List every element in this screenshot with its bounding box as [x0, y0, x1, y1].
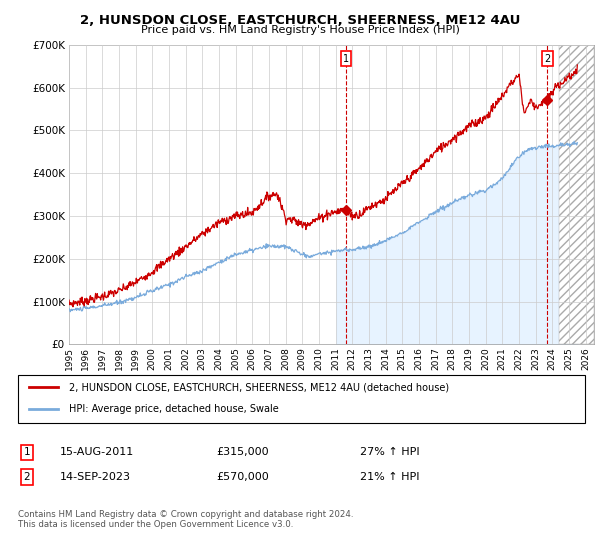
Text: 2, HUNSDON CLOSE, EASTCHURCH, SHEERNESS, ME12 4AU (detached house): 2, HUNSDON CLOSE, EASTCHURCH, SHEERNESS,… — [69, 382, 449, 392]
Text: 21% ↑ HPI: 21% ↑ HPI — [360, 472, 419, 482]
Text: 1: 1 — [23, 447, 31, 458]
Text: Price paid vs. HM Land Registry's House Price Index (HPI): Price paid vs. HM Land Registry's House … — [140, 25, 460, 35]
Text: Contains HM Land Registry data © Crown copyright and database right 2024.
This d: Contains HM Land Registry data © Crown c… — [18, 510, 353, 529]
Text: 15-AUG-2011: 15-AUG-2011 — [60, 447, 134, 458]
Text: 2: 2 — [23, 472, 31, 482]
Text: 14-SEP-2023: 14-SEP-2023 — [60, 472, 131, 482]
Text: 2, HUNSDON CLOSE, EASTCHURCH, SHEERNESS, ME12 4AU: 2, HUNSDON CLOSE, EASTCHURCH, SHEERNESS,… — [80, 14, 520, 27]
Text: 27% ↑ HPI: 27% ↑ HPI — [360, 447, 419, 458]
Text: HPI: Average price, detached house, Swale: HPI: Average price, detached house, Swal… — [69, 404, 279, 414]
Text: 2: 2 — [544, 54, 551, 64]
Text: 1: 1 — [343, 54, 349, 64]
Text: £315,000: £315,000 — [216, 447, 269, 458]
Bar — [559, 45, 594, 344]
FancyBboxPatch shape — [18, 375, 585, 423]
Text: £570,000: £570,000 — [216, 472, 269, 482]
